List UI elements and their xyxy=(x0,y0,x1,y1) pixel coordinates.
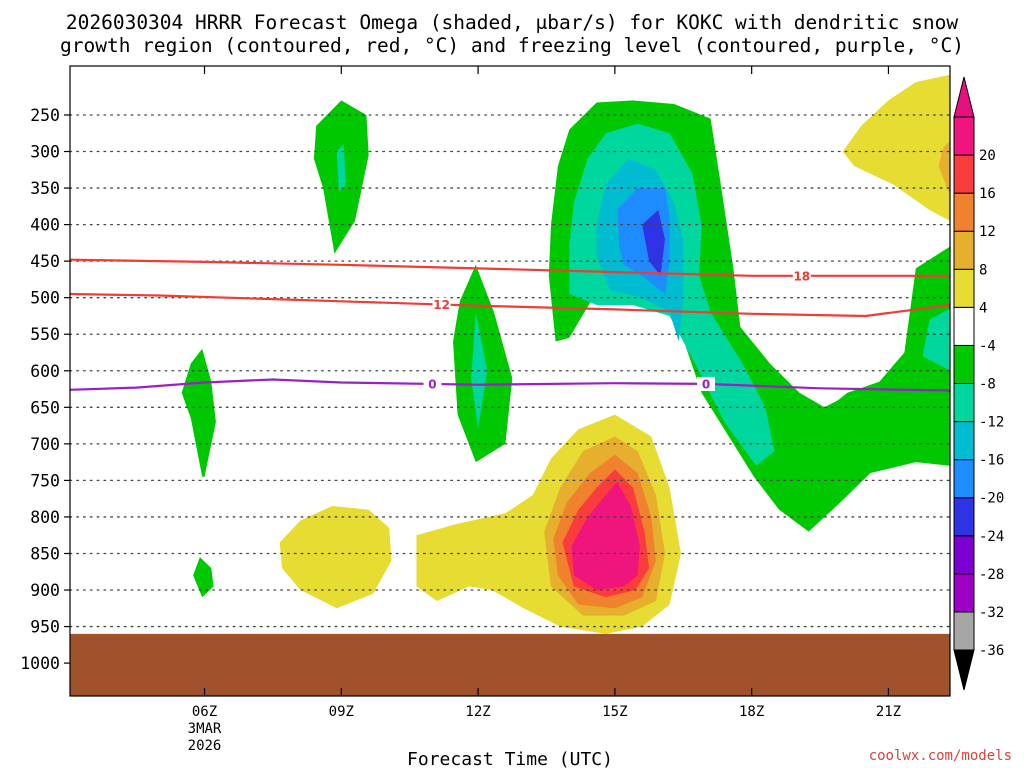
freezing-level-line xyxy=(70,378,950,392)
colorbar-label-13: 20 xyxy=(979,148,996,164)
chart-title-line-2: growth region (contoured, red, °C) and f… xyxy=(60,34,964,57)
omega-shading xyxy=(181,74,950,634)
colorbar-label-6: -12 xyxy=(979,415,1004,431)
x-axis-label: Forecast Time (UTC) xyxy=(407,749,613,768)
y-axis: 250 300 350 400 450 500 550 600 650 700 750 800 850 9… xyxy=(20,106,70,673)
omega-region-2-0 xyxy=(193,557,214,598)
x-tick-year: 2026 xyxy=(188,738,222,754)
colorbar-label-11: 12 xyxy=(979,224,996,240)
dgz-top-line xyxy=(70,258,950,277)
y-tick-label-750: 750 xyxy=(30,471,60,490)
y-tick-label-800: 800 xyxy=(30,508,60,527)
colorbar-band-7 xyxy=(953,344,975,384)
plot-frame xyxy=(69,65,951,697)
freezing-level-line-label-0: 0 xyxy=(428,377,436,391)
omega-region-5-6 xyxy=(842,74,950,221)
temperature-contours: 0 0 18 12 xyxy=(70,258,950,392)
colorbar-band-13 xyxy=(953,116,975,156)
omega-region-0-1 xyxy=(336,144,346,192)
y-tick-label-600: 600 xyxy=(30,362,60,381)
freezing-level-line-label-bg-0 xyxy=(423,376,442,391)
y-tick-label-400: 400 xyxy=(30,216,60,235)
colorbar-high-extend xyxy=(953,76,975,118)
x-tick-label-06Z: 06Z xyxy=(192,704,217,720)
y-tick-label-550: 550 xyxy=(30,325,60,344)
colorbar-label-0: -36 xyxy=(979,643,1004,659)
credit-text: coolwx.com/models xyxy=(869,748,1012,764)
omega-region-5-5 xyxy=(279,506,392,609)
x-tick-label-21Z: 21Z xyxy=(876,704,901,720)
colorbar-label-7: -8 xyxy=(979,377,996,393)
colorbar-band-9 xyxy=(953,268,975,308)
x-tick-label-09Z: 09Z xyxy=(329,704,354,720)
dgz-bottom-line xyxy=(70,292,950,318)
x-tick-label-15Z: 15Z xyxy=(602,704,627,720)
chart-title-line-1: 2026030304 HRRR Forecast Omega (shaded, … xyxy=(66,11,958,34)
y-tick-label-850: 850 xyxy=(30,544,60,563)
colorbar-band-8 xyxy=(953,306,975,346)
omega-region-4-6 xyxy=(922,308,950,371)
colorbar-label-4: -20 xyxy=(979,491,1004,507)
colorbar-label-3: -24 xyxy=(979,529,1004,545)
colorbar-band-5 xyxy=(953,421,975,461)
y-tick-label-500: 500 xyxy=(30,289,60,308)
y-tick-label-1000: 1000 xyxy=(20,654,60,673)
colorbar-band-0 xyxy=(953,611,975,651)
y-tick-label-450: 450 xyxy=(30,252,60,271)
colorbar: -36 -32 -28 -24 -20 -16 -12 -8 -4 4 8 12 16 20 xyxy=(953,76,1004,691)
dgz-bottom-line-label-0: 12 xyxy=(433,298,450,312)
colorbar-label-9: 4 xyxy=(979,300,987,316)
y-tick-label-350: 350 xyxy=(30,179,60,198)
y-tick-label-900: 900 xyxy=(30,581,60,600)
dgz-top-line-label-0: 18 xyxy=(793,269,810,283)
colorbar-label-1: -32 xyxy=(979,605,1004,621)
y-tick-label-700: 700 xyxy=(30,435,60,454)
omega-region-1-0 xyxy=(181,348,216,477)
omega-region-4-4 xyxy=(642,210,665,276)
y-tick-label-300: 300 xyxy=(30,143,60,162)
x-tick-label-18Z: 18Z xyxy=(739,704,764,720)
colorbar-label-12: 16 xyxy=(979,186,996,202)
y-tick-label-950: 950 xyxy=(30,618,60,637)
colorbar-label-2: -28 xyxy=(979,567,1004,583)
freezing-level-line-label-1: 0 xyxy=(702,377,710,391)
colorbar-label-5: -16 xyxy=(979,453,1004,469)
colorbar-band-3 xyxy=(953,497,975,537)
ground-fill xyxy=(70,633,950,696)
x-tick-date: 3MAR xyxy=(188,721,222,737)
colorbar-band-2 xyxy=(953,535,975,575)
y-tick-label-650: 650 xyxy=(30,398,60,417)
colorbar-label-8: -4 xyxy=(979,338,996,354)
colorbar-low-extend xyxy=(953,649,975,691)
dgz-top-line-label-bg-0 xyxy=(792,268,811,283)
colorbar-band-12 xyxy=(953,154,975,194)
colorbar-band-11 xyxy=(953,192,975,232)
dgz-bottom-line-label-bg-0 xyxy=(432,297,451,312)
ground-rect xyxy=(70,633,950,696)
y-tick-label-250: 250 xyxy=(30,106,60,125)
freezing-level-line-label-bg-1 xyxy=(697,376,716,391)
colorbar-band-1 xyxy=(953,573,975,613)
omega-region-5-7 xyxy=(938,140,950,196)
colorbar-label-10: 8 xyxy=(979,262,987,278)
colorbar-band-6 xyxy=(953,383,975,423)
colorbar-band-4 xyxy=(953,459,975,499)
omega-region-5-4 xyxy=(571,481,640,590)
x-tick-label-12Z: 12Z xyxy=(465,704,490,720)
colorbar-band-10 xyxy=(953,230,975,270)
